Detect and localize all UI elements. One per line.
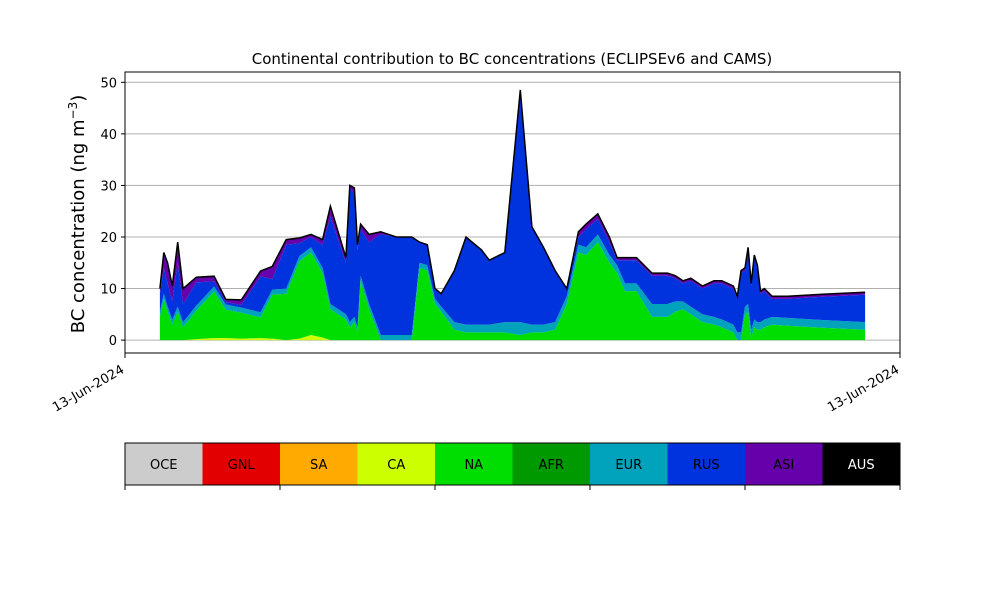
legend-label-asi: ASI — [773, 458, 794, 473]
y-tick-label-50: 50 — [100, 76, 117, 91]
x-tick-label-0: 13-Jun-2024 — [50, 362, 127, 415]
y-tick-label-20: 20 — [100, 231, 117, 246]
legend: OCE GNL SA CA NA AFR EUR RUS ASI AUS — [124, 442, 901, 490]
area-ca — [159, 335, 866, 341]
x-tick-label-1: 13-Jun-2024 — [825, 362, 902, 415]
y-axis-label-exponent: −3 — [66, 102, 80, 120]
legend-label-afr: AFR — [539, 458, 564, 473]
y-tick-label-40: 40 — [100, 128, 117, 143]
legend-swatch-na — [435, 443, 513, 485]
y-axis-label-close: ) — [68, 95, 89, 102]
y-axis-label: BC concentration (ng m−3) — [66, 95, 89, 334]
legend-label-sa: SA — [310, 458, 327, 473]
y-tick-label-30: 30 — [100, 179, 117, 194]
legend-label-ca: CA — [387, 458, 405, 473]
y-tick-label-10: 10 — [100, 283, 117, 298]
legend-swatch-rus — [667, 443, 746, 485]
x-axis-ticks: 13-Jun-2024 13-Jun-2024 — [50, 353, 902, 415]
area-rus — [159, 90, 866, 335]
legend-frame — [124, 442, 901, 486]
legend-swatch-afr — [512, 443, 591, 485]
stacked-areas — [159, 90, 866, 341]
total-line — [159, 89, 866, 301]
legend-label-gnl: GNL — [228, 458, 256, 473]
y-axis-ticks: 0 10 20 30 40 50 — [100, 76, 125, 349]
legend-swatch-ca — [357, 443, 436, 485]
legend-label-oce: OCE — [150, 458, 178, 473]
total-concentration-line — [159, 89, 866, 301]
legend-label-na: NA — [464, 458, 483, 473]
legend-swatch-oce — [125, 443, 203, 485]
chart-title: Continental contribution to BC concentra… — [252, 50, 773, 68]
plot-frame — [124, 71, 901, 354]
legend-swatch-sa — [280, 443, 358, 485]
legend-swatch-aus — [822, 443, 901, 485]
legend-label-aus: AUS — [848, 458, 875, 473]
legend-label-rus: RUS — [693, 458, 720, 473]
area-na — [159, 242, 866, 341]
legend-swatch-asi — [745, 443, 823, 485]
y-tick-label-0: 0 — [109, 334, 117, 349]
y-axis-label-main: BC concentration (ng m — [68, 119, 89, 333]
legend-swatch-eur — [590, 443, 668, 485]
legend-swatch-gnl — [202, 443, 281, 485]
legend-label-eur: EUR — [615, 458, 642, 473]
